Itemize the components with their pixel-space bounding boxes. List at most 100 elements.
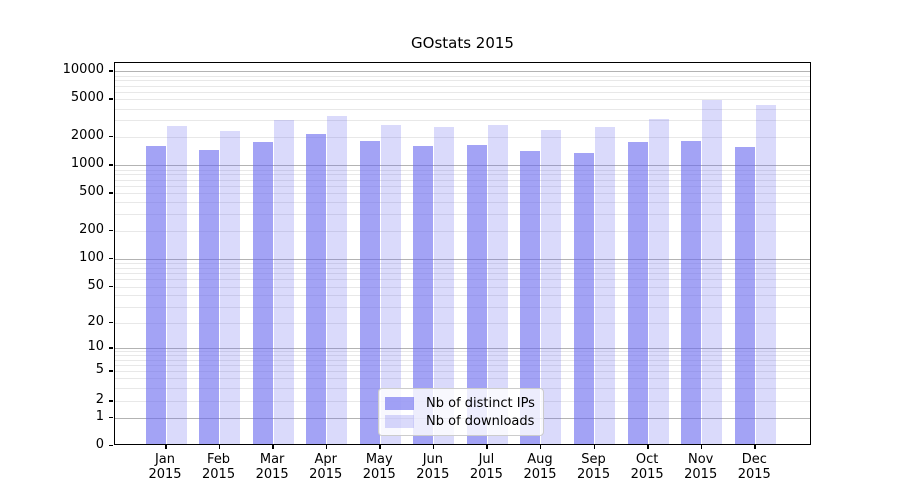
y-tick-label: 500 (79, 184, 104, 200)
bar-distinct-ips-sep (574, 152, 595, 445)
minor-gridline (115, 262, 810, 264)
x-tick-label: Sep 2015 (577, 452, 611, 482)
x-tick-mark (165, 445, 167, 449)
y-tick-mark (109, 416, 113, 418)
legend-swatch-distinct-ips-icon (385, 396, 414, 410)
bar-distinct-ips-mar (252, 142, 273, 445)
y-tick-mark (109, 229, 113, 232)
minor-gridline (115, 378, 810, 380)
bar-downloads-nov (702, 99, 723, 445)
y-tick-label: 50 (87, 277, 104, 293)
y-tick-label: 5 (95, 362, 104, 377)
bar-distinct-ips-nov (681, 141, 702, 445)
y-tick-mark (109, 285, 113, 287)
minor-gridline (115, 99, 810, 101)
y-tick-mark (109, 347, 113, 349)
y-tick-label: 20 (87, 313, 104, 329)
x-tick-label: May 2015 (362, 452, 396, 482)
minor-gridline (115, 230, 810, 232)
y-tick-mark (109, 400, 113, 402)
minor-gridline (115, 267, 810, 269)
minor-gridline (115, 174, 810, 176)
bar-downloads-oct (648, 118, 669, 445)
y-tick-mark (109, 257, 113, 260)
bar-distinct-ips-jul (466, 145, 487, 445)
bar-downloads-aug (541, 130, 562, 445)
x-tick-label: Feb 2015 (202, 452, 236, 482)
y-tick-label: 1000 (70, 156, 104, 172)
bar-downloads-sep (595, 126, 616, 445)
x-tick-label: Oct 2015 (630, 452, 664, 482)
bar-downloads-apr (327, 115, 348, 445)
minor-gridline (115, 355, 810, 357)
bar-distinct-ips-aug (520, 151, 541, 445)
minor-gridline (115, 80, 810, 82)
bar-downloads-mar (273, 120, 294, 445)
minor-gridline (115, 279, 810, 281)
x-tick-mark (379, 445, 381, 449)
minor-gridline (115, 169, 810, 171)
x-tick-mark (218, 445, 221, 449)
minor-gridline (115, 351, 810, 353)
minor-gridline (115, 295, 810, 297)
x-tick-label: Jan 2015 (148, 452, 182, 482)
minor-gridline (115, 179, 810, 181)
y-tick-mark (109, 164, 113, 166)
bar-distinct-ips-apr (306, 133, 327, 445)
legend-item-distinct-ips: Nb of distinct IPs (385, 395, 535, 411)
bar-downloads-dec (755, 105, 776, 445)
y-tick-label: 5000 (70, 90, 104, 106)
x-tick-label: Apr 2015 (309, 452, 343, 482)
legend-label: Nb of downloads (426, 413, 535, 429)
bar-downloads-feb (220, 131, 241, 445)
x-tick-label: Nov 2015 (684, 452, 718, 482)
y-tick-mark (109, 192, 113, 194)
y-tick-mark (109, 135, 113, 138)
minor-gridline (115, 322, 810, 324)
minor-gridline (115, 286, 810, 288)
minor-gridline (115, 202, 810, 204)
minor-gridline (115, 359, 810, 361)
minor-gridline (115, 193, 810, 195)
legend: Nb of distinct IPs Nb of downloads (378, 388, 544, 436)
y-tick-mark (109, 98, 113, 100)
y-tick-label: 100 (79, 249, 104, 265)
minor-gridline (115, 214, 810, 216)
y-tick-label: 0 (95, 436, 104, 452)
minor-gridline (115, 306, 810, 308)
x-tick-mark (325, 445, 328, 449)
x-tick-mark (539, 445, 542, 449)
x-tick-label: Mar 2015 (255, 452, 289, 482)
bar-downloads-may (380, 124, 401, 445)
y-tick-label: 10 (87, 339, 104, 354)
minor-gridline (115, 120, 810, 122)
y-tick-label: 2000 (70, 127, 104, 143)
major-gridline (115, 348, 810, 349)
major-gridline (115, 165, 810, 167)
x-tick-label: Jul 2015 (469, 452, 503, 482)
bar-distinct-ips-jun (413, 145, 434, 445)
legend-label: Nb of distinct IPs (426, 395, 535, 411)
legend-swatch-downloads-icon (385, 414, 414, 428)
x-tick-mark (754, 445, 756, 449)
major-gridline (115, 258, 810, 260)
x-tick-mark (647, 445, 649, 449)
bar-distinct-ips-feb (199, 150, 220, 445)
y-tick-mark (109, 321, 113, 323)
y-tick-label: 200 (79, 221, 104, 237)
chart-title: GOstats 2015 (411, 34, 514, 52)
y-tick-mark (109, 70, 113, 72)
x-tick-label: Dec 2015 (737, 452, 771, 482)
bar-distinct-ips-jan (145, 145, 166, 445)
minor-gridline (115, 371, 810, 372)
minor-gridline (115, 92, 810, 93)
y-tick-label: 2 (95, 392, 104, 407)
x-tick-mark (432, 445, 435, 449)
minor-gridline (115, 273, 810, 274)
x-tick-mark (272, 445, 274, 449)
minor-gridline (115, 75, 810, 77)
y-tick-label: 1 (95, 408, 104, 424)
bar-distinct-ips-dec (734, 147, 755, 445)
bar-distinct-ips-oct (627, 142, 648, 445)
